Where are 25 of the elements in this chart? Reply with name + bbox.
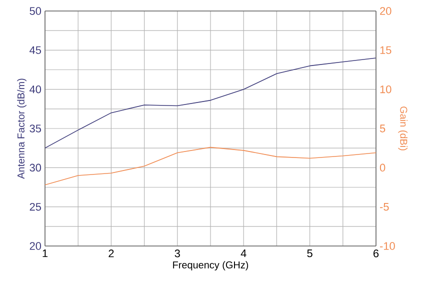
y-tick-label: 50 [30,7,42,15]
y2-tick-label: 20 [380,7,392,15]
x-tick-label: 1 [42,250,48,258]
x-tick-label: 2 [108,250,114,258]
x-tick-label: 4 [240,250,246,258]
x-tick-label: 3 [174,250,180,258]
y2-tick-label: 5 [380,124,386,132]
line-series [45,146,376,186]
y2-axis-title: Gain (dBi) [398,106,408,150]
y-axis-title: Antenna Factor (dB/m) [17,78,26,179]
y-tick-label: 45 [30,46,42,54]
y-tick-label: 30 [30,164,42,172]
y-tick-label: 35 [30,124,42,132]
y-tick-label: 40 [30,85,42,94]
x-tick-label: 5 [307,250,312,258]
line-series [45,58,376,148]
y2-tick-label: 10 [380,85,392,94]
y2-tick-label: 0 [380,164,386,172]
x-tick-label: 6 [374,250,379,258]
x-axis-title: Frequency (GHz) [173,261,248,270]
y-tick-label: 20 [30,242,42,250]
y-tick-label: 25 [30,202,42,211]
y2-tick-label: -5 [380,203,389,211]
y2-tick-label: -10 [380,242,395,250]
y2-tick-label: 15 [380,46,392,54]
